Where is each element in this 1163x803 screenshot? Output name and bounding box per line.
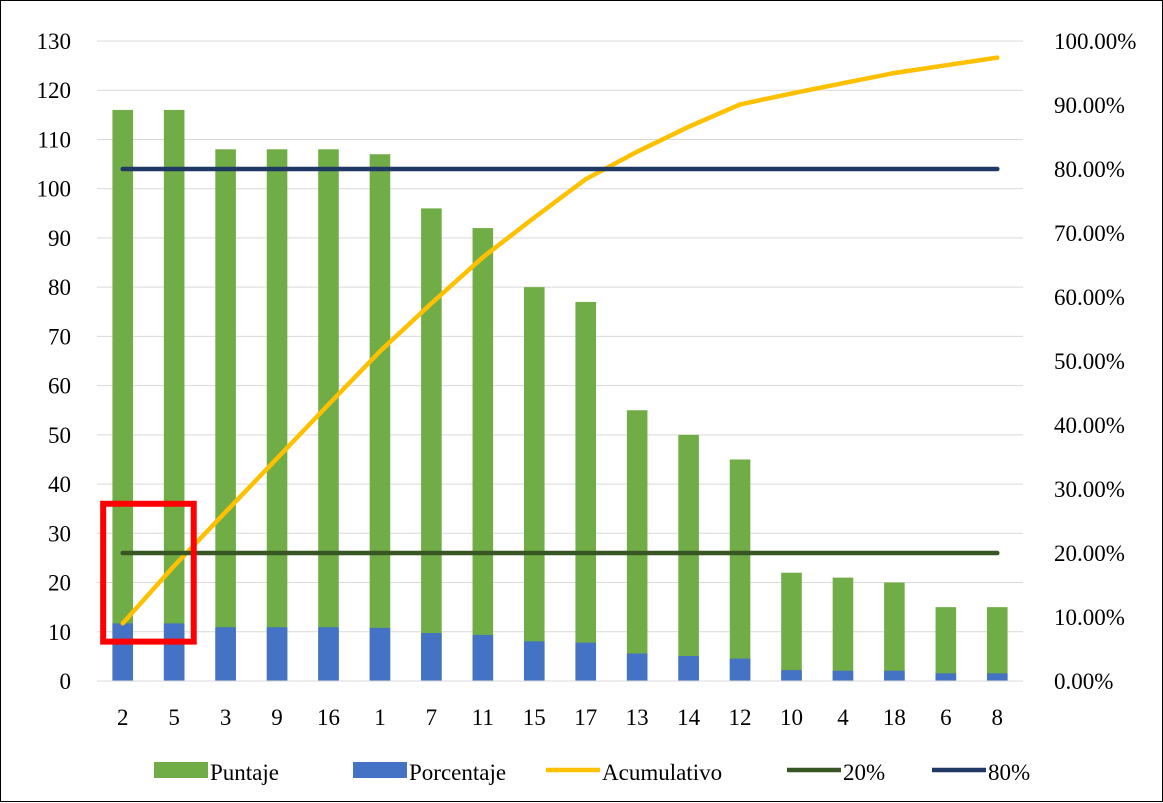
annotation-layer	[100, 500, 197, 645]
legend-label-porcentaje: Porcentaje	[409, 760, 506, 785]
x-tick-label: 3	[220, 705, 232, 730]
bar-porcentaje-8	[986, 673, 1008, 681]
x-tick-label: 12	[729, 705, 752, 730]
legend-swatch-puntaje	[154, 762, 208, 778]
bar-porcentaje-11	[472, 634, 494, 681]
x-tick-label: 8	[992, 705, 1004, 730]
x-tick-label: 2	[117, 705, 129, 730]
y-right-tick-label: 0.00%	[1054, 669, 1113, 694]
line-series-acumulativo	[120, 55, 1000, 626]
y-right-tick-label: 30.00%	[1054, 477, 1125, 502]
bar-porcentaje-1	[369, 627, 391, 681]
bar-puntaje-18	[884, 582, 905, 681]
bar-porcentaje-7	[421, 633, 442, 681]
bar-porcentaje-14	[678, 656, 699, 681]
y-right-tick-label: 60.00%	[1054, 285, 1125, 310]
bar-puntaje-4	[832, 577, 854, 681]
y-right-tick-label: 20.00%	[1054, 541, 1125, 566]
x-tick-label: 16	[317, 705, 340, 730]
y-right-tick-label: 10.00%	[1054, 605, 1125, 630]
y-right-tick-label: 70.00%	[1054, 221, 1125, 246]
x-axis: 2 5 3 9 16 1 7 11 15 17 13 14 12 10 4 18 6 8	[97, 680, 1023, 730]
bar-puntaje-9	[266, 149, 288, 682]
legend-label-20pct: 20%	[843, 760, 885, 785]
y-left-tick-label: 30	[48, 521, 71, 546]
x-tick-label: 5	[168, 705, 180, 730]
bar-porcentaje-17	[575, 642, 597, 681]
y-left-tick-label: 100	[37, 177, 72, 202]
bar-porcentaje-12	[729, 658, 751, 681]
bar-puntaje-7	[421, 208, 442, 681]
y-left-tick-label: 70	[48, 324, 71, 349]
y-left-tick-label: 90	[48, 226, 71, 251]
bar-puntaje-3	[215, 149, 236, 682]
x-tick-label: 9	[271, 705, 283, 730]
y-right-tick-label: 40.00%	[1054, 413, 1125, 438]
legend-swatch-porcentaje	[353, 762, 407, 778]
y-right-tick-label: 80.00%	[1054, 157, 1125, 182]
bar-puntaje-16	[318, 149, 339, 682]
y-axis-left: 0 10 20 30 40 50 60 70 80 90 100 110 120 130	[37, 29, 72, 694]
y-left-tick-label: 0	[60, 669, 72, 694]
legend: Puntaje Porcentaje Acumulativo 20% 80%	[154, 760, 1030, 785]
bar-puntaje-17	[575, 301, 597, 681]
bar-puntaje-8	[986, 607, 1008, 681]
y-left-tick-label: 60	[48, 374, 71, 399]
x-tick-label: 4	[837, 705, 849, 730]
highlight-box	[100, 500, 197, 645]
legend-label-acumulativo: Acumulativo	[602, 760, 722, 785]
x-tick-label: 15	[523, 705, 546, 730]
bar-porcentaje-16	[318, 627, 339, 681]
x-tick-label: 18	[883, 705, 906, 730]
bar-puntaje-12	[729, 459, 751, 681]
y-left-tick-label: 40	[48, 472, 71, 497]
bar-puntaje-15	[523, 287, 545, 681]
x-tick-label: 11	[472, 705, 494, 730]
legend-label-puntaje: Puntaje	[210, 760, 279, 785]
bar-porcentaje-2	[112, 623, 134, 681]
x-tick-label: 6	[940, 705, 952, 730]
bar-porcentaje-10	[781, 670, 802, 681]
bar-puntaje-13	[626, 410, 648, 681]
bar-puntaje-10	[781, 572, 802, 681]
bar-layer	[112, 109, 1008, 682]
bar-porcentaje-9	[266, 627, 288, 681]
x-tick-label: 7	[426, 705, 438, 730]
bar-porcentaje-13	[626, 653, 648, 681]
y-left-tick-label: 10	[48, 620, 71, 645]
y-left-tick-label: 110	[37, 127, 71, 152]
y-right-tick-label: 100.00%	[1054, 29, 1136, 54]
y-left-tick-label: 50	[48, 423, 71, 448]
bar-porcentaje-6	[935, 673, 957, 681]
y-right-tick-label: 50.00%	[1054, 349, 1125, 374]
y-left-tick-label: 20	[48, 571, 71, 596]
bar-porcentaje-15	[523, 641, 545, 681]
line-layer	[120, 55, 1000, 626]
x-tick-label: 17	[574, 705, 597, 730]
x-tick-label: 13	[626, 705, 649, 730]
x-tick-label: 14	[677, 705, 701, 730]
y-left-tick-label: 130	[37, 29, 72, 54]
bar-puntaje-6	[935, 607, 957, 681]
y-left-tick-label: 80	[48, 275, 71, 300]
x-tick-label: 10	[780, 705, 803, 730]
bar-puntaje-1	[369, 154, 391, 681]
bar-puntaje-14	[678, 434, 699, 681]
bar-porcentaje-18	[884, 670, 905, 681]
bar-porcentaje-5	[163, 623, 185, 681]
x-tick-label: 1	[374, 705, 386, 730]
bar-porcentaje-4	[832, 670, 854, 681]
bar-puntaje-2	[112, 109, 134, 681]
bar-puntaje-11	[472, 228, 494, 682]
bar-porcentaje-3	[215, 627, 236, 681]
y-right-tick-label: 90.00%	[1054, 93, 1125, 118]
y-left-tick-label: 120	[37, 78, 72, 103]
gridlines	[97, 40, 1023, 682]
bar-puntaje-5	[163, 109, 185, 681]
legend-label-80pct: 80%	[988, 760, 1030, 785]
y-axis-right: 0.00% 10.00% 20.00% 30.00% 40.00% 50.00% 60.00…	[1054, 29, 1136, 694]
